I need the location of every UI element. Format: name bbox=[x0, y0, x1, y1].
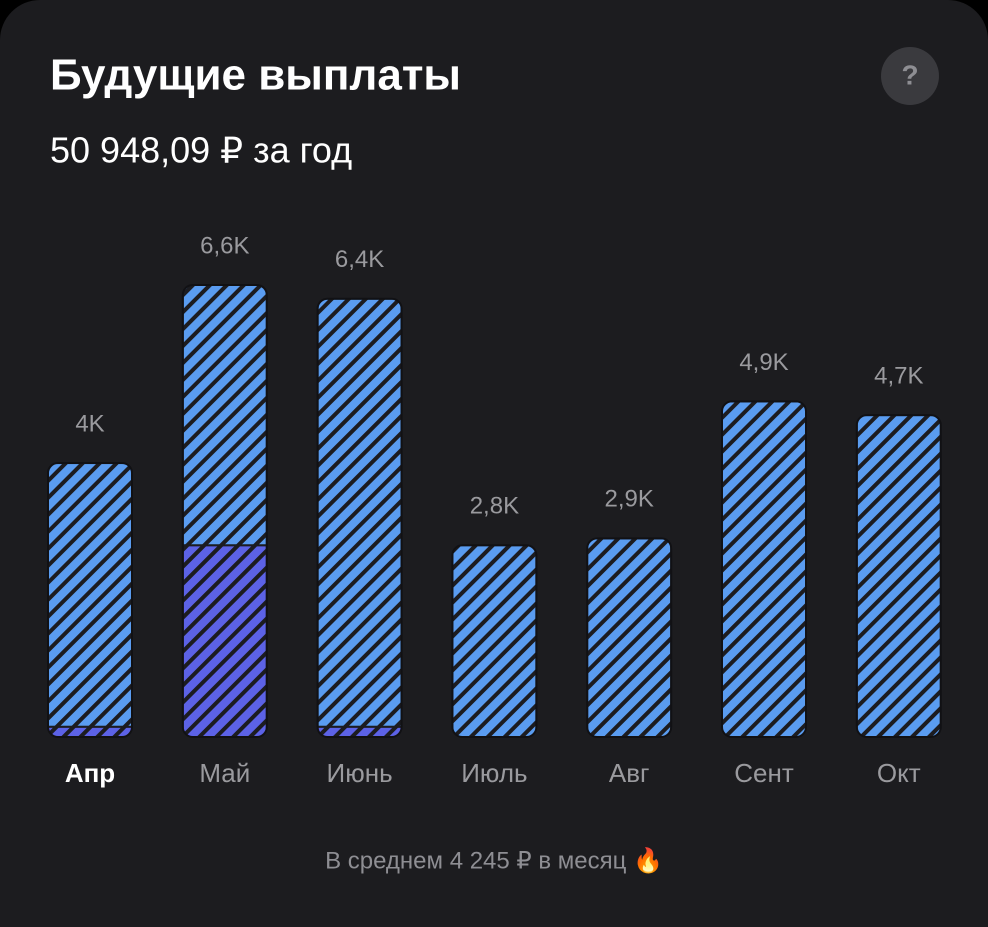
bar-outline bbox=[316, 297, 403, 738]
bar-outline bbox=[586, 537, 673, 738]
bar-segment bbox=[182, 285, 267, 547]
bar-segment bbox=[317, 725, 402, 737]
bar-outline bbox=[855, 414, 942, 738]
x-tick-label[interactable]: Май bbox=[199, 758, 250, 788]
bar-group bbox=[856, 415, 941, 737]
value-label: 6,4K bbox=[335, 246, 384, 273]
title: Будущие выплаты bbox=[50, 51, 461, 100]
x-tick-label[interactable]: Авг bbox=[609, 758, 650, 788]
value-label: 4,9K bbox=[739, 349, 788, 376]
value-label: 4,7K bbox=[874, 362, 923, 389]
value-label: 2,8K bbox=[470, 493, 519, 520]
x-tick-label[interactable]: Июнь bbox=[327, 758, 393, 788]
bar-segment bbox=[587, 538, 672, 737]
bar-segment bbox=[856, 415, 941, 737]
help-circle[interactable] bbox=[881, 47, 939, 105]
bar-segment bbox=[48, 463, 132, 728]
bar-outline bbox=[721, 400, 807, 738]
bar-group bbox=[317, 298, 402, 737]
bar-group bbox=[587, 538, 672, 737]
bar-segment bbox=[317, 298, 402, 728]
bar-outline bbox=[181, 284, 268, 738]
value-label: 6,6K bbox=[200, 232, 249, 259]
bar-group bbox=[182, 285, 267, 737]
x-tick-label[interactable]: Сент bbox=[734, 758, 794, 788]
x-tick-label[interactable]: Окт bbox=[877, 758, 921, 788]
bar-outline bbox=[451, 544, 538, 738]
bar-segment bbox=[452, 545, 537, 737]
bar-segment bbox=[182, 544, 267, 737]
bar-segment bbox=[48, 725, 132, 737]
bar-group bbox=[722, 401, 806, 737]
x-tick-label[interactable]: Июль bbox=[461, 758, 527, 788]
value-label: 4K bbox=[75, 410, 104, 437]
card-background-lower bbox=[0, 60, 988, 927]
help-icon[interactable]: ? bbox=[901, 59, 918, 90]
bar-group bbox=[452, 545, 537, 737]
value-label: 2,9K bbox=[605, 486, 654, 513]
footer: В среднем 4 245 ₽ в месяц 🔥 bbox=[325, 846, 663, 874]
help-button[interactable]: ? bbox=[881, 47, 939, 105]
bar-group bbox=[48, 463, 132, 737]
bar-outline bbox=[47, 462, 133, 738]
x-tick-label[interactable]: Апр bbox=[65, 758, 115, 788]
subtitle: 50 948,09 ₽ за год bbox=[50, 130, 352, 171]
bar-segment bbox=[722, 401, 806, 737]
